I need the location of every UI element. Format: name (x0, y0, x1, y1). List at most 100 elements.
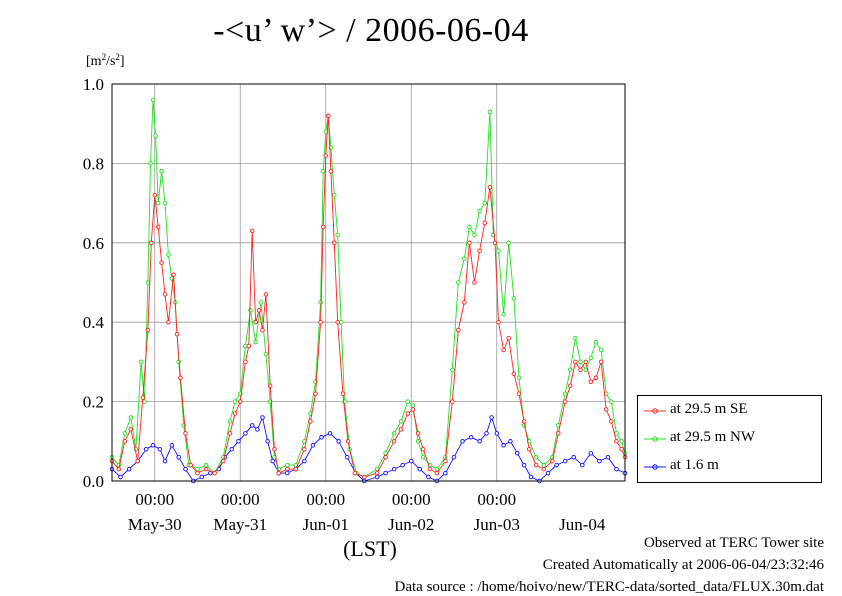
data-point (169, 443, 175, 448)
data-point (383, 470, 388, 476)
y-tick-label: 0.2 (83, 393, 104, 412)
series-line (111, 115, 626, 478)
data-point (152, 192, 158, 198)
legend-swatch-se (644, 408, 666, 414)
data-point (159, 169, 164, 174)
data-point (482, 220, 488, 226)
data-point (443, 470, 448, 476)
y-tick-label: 0.8 (83, 154, 104, 173)
data-point (501, 443, 506, 448)
data-point (238, 399, 243, 404)
data-point (583, 359, 588, 365)
data-point (318, 319, 323, 325)
data-point (405, 411, 411, 416)
data-point (391, 431, 397, 436)
chart-title: -<u’ w’> / 2006-06-04 (213, 12, 529, 49)
data-point (178, 375, 183, 381)
data-point (188, 462, 193, 468)
data-point (580, 462, 585, 468)
data-point (568, 383, 573, 388)
y-unit-end: ] (119, 54, 125, 69)
data-point (340, 391, 346, 396)
data-point (578, 367, 583, 373)
data-point (267, 383, 273, 388)
data-point (128, 415, 134, 420)
data-point (578, 359, 583, 365)
data-point (533, 454, 539, 460)
data-point (571, 454, 576, 460)
data-point (456, 280, 461, 285)
data-point (415, 439, 421, 444)
data-point (434, 466, 440, 472)
data-point (462, 300, 467, 305)
data-point (420, 454, 426, 460)
data-point (142, 399, 147, 404)
data-point (302, 458, 307, 464)
data-point (166, 319, 171, 325)
data-point (352, 470, 358, 476)
data-point (255, 427, 260, 432)
data-point (122, 439, 128, 444)
day-tick-label: May-30 (128, 515, 182, 534)
data-point (398, 427, 404, 432)
data-point (598, 347, 604, 353)
data-point (521, 462, 527, 468)
data-point (318, 300, 323, 305)
data-point (511, 296, 517, 301)
data-point (609, 399, 614, 404)
data-point (417, 466, 423, 472)
data-point (203, 466, 209, 472)
data-point (456, 327, 461, 333)
data-point (467, 240, 472, 246)
data-point (443, 458, 448, 464)
data-point (203, 462, 209, 468)
data-point (562, 391, 568, 396)
data-point (533, 462, 539, 468)
y-tick-label: 1.0 (83, 75, 104, 94)
data-point (477, 439, 482, 444)
data-point (138, 359, 144, 365)
data-point (614, 439, 619, 444)
data-point (150, 97, 156, 103)
data-point (489, 415, 494, 420)
plot-frame (111, 83, 626, 482)
footer-source: Data source : /home/hoivo/new/TERC-data/… (394, 579, 825, 595)
data-point (462, 256, 467, 261)
data-point (263, 292, 269, 297)
data-point (149, 240, 154, 246)
data-point (501, 347, 506, 353)
data-point (609, 419, 614, 424)
data-point (336, 439, 341, 444)
y-unit-base: [m (86, 54, 102, 69)
data-point (171, 272, 176, 277)
time-tick-label: 00:00 (306, 490, 345, 509)
time-tick-label: 00:00 (221, 490, 260, 509)
data-point (126, 466, 132, 472)
data-point (420, 446, 426, 452)
data-point (374, 470, 380, 476)
data-point (487, 109, 493, 115)
data-point (496, 248, 501, 253)
data-point (506, 240, 511, 246)
data-point (398, 419, 404, 424)
data-point (410, 403, 416, 408)
data-point (619, 439, 624, 444)
data-point (597, 458, 602, 464)
data-point (472, 232, 477, 238)
data-point (195, 470, 200, 476)
data-point (593, 375, 599, 381)
y-tick-label: 0.6 (83, 234, 104, 253)
day-tick-label: Jun-03 (474, 515, 520, 534)
data-point (484, 431, 489, 436)
legend-label-low: at 1.6 m (670, 457, 719, 473)
data-point (383, 454, 388, 460)
data-point (143, 446, 149, 452)
data-point (619, 446, 624, 452)
data-point (614, 431, 619, 436)
data-point (183, 431, 188, 436)
data-point (506, 335, 511, 341)
y-tick-label: 0.0 (83, 472, 104, 491)
data-point (468, 435, 474, 440)
data-point (541, 466, 547, 472)
data-point (568, 367, 573, 373)
